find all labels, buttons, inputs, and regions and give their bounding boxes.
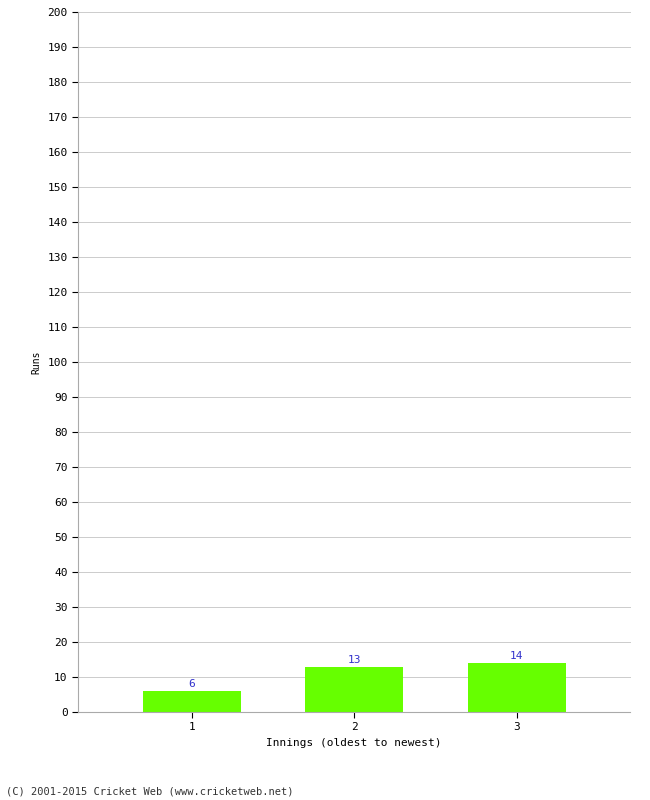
Text: 14: 14 xyxy=(510,651,523,662)
Y-axis label: Runs: Runs xyxy=(32,350,42,374)
Text: (C) 2001-2015 Cricket Web (www.cricketweb.net): (C) 2001-2015 Cricket Web (www.cricketwe… xyxy=(6,786,294,796)
Text: 6: 6 xyxy=(188,679,195,690)
X-axis label: Innings (oldest to newest): Innings (oldest to newest) xyxy=(266,738,442,748)
Bar xyxy=(143,691,240,712)
Text: 13: 13 xyxy=(348,654,361,665)
Bar xyxy=(468,663,566,712)
Bar xyxy=(306,666,403,712)
